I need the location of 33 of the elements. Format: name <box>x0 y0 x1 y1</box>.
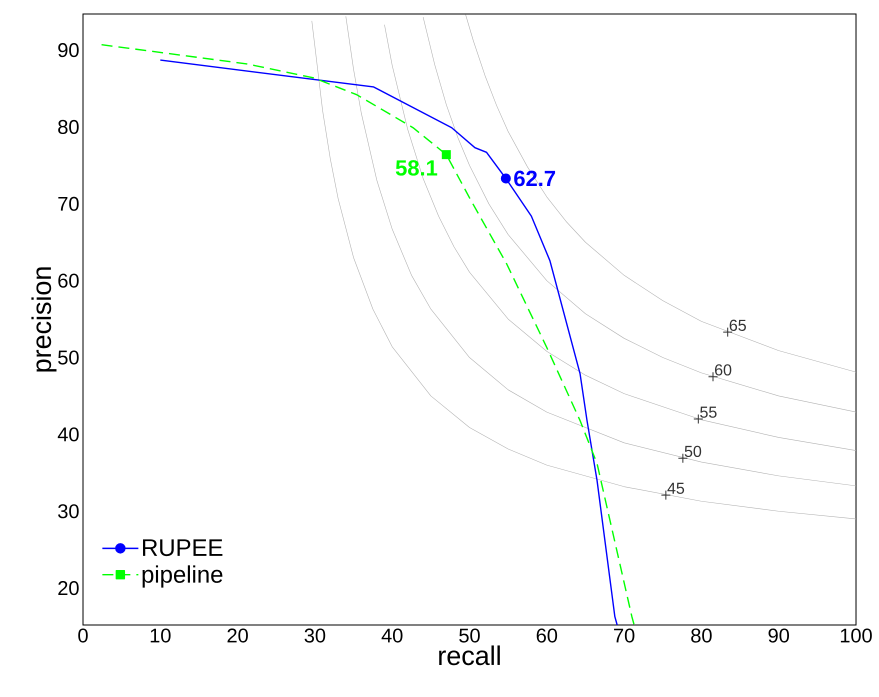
y-axis-title: precision <box>31 267 56 372</box>
annotation: 45 <box>667 482 684 494</box>
point <box>500 173 511 184</box>
legend-label: RUPEE <box>143 539 222 556</box>
x-tick-label: 90 <box>768 628 790 643</box>
x-tick-label: 0 <box>78 628 88 643</box>
annotation: 58.1 <box>396 160 438 176</box>
x-tick-label: 70 <box>614 628 634 643</box>
y-tick-label: 90 <box>58 43 79 58</box>
x-axis-title: recall <box>439 645 500 666</box>
x-tick-label: 80 <box>691 628 712 643</box>
y-tick-label: 80 <box>58 120 79 134</box>
y-tick-label: 60 <box>58 274 79 288</box>
x-tick-label: 50 <box>459 628 480 643</box>
y-tick-label: 20 <box>58 581 79 596</box>
y-tick-label: 50 <box>58 350 79 365</box>
y-tick-label: 70 <box>58 196 79 211</box>
x-tick-label: 20 <box>228 628 248 643</box>
line-series <box>100 44 635 626</box>
y-tick-label: 30 <box>58 504 79 518</box>
annotation: 55 <box>700 406 717 418</box>
x-tick-label: 40 <box>382 628 403 643</box>
point <box>442 150 451 160</box>
annotation: 50 <box>684 446 702 458</box>
x-tick-label: 100 <box>840 628 872 643</box>
x-tick-label: 60 <box>536 628 558 643</box>
y-tick-label: 40 <box>58 427 79 442</box>
annotation: 65 <box>730 320 746 331</box>
annotation: 60 <box>715 364 732 376</box>
x-tick-label: 30 <box>304 628 326 643</box>
legend-label: pipeline <box>142 565 222 588</box>
x-tick-label: 10 <box>150 628 171 643</box>
annotation: 62.7 <box>514 170 556 186</box>
